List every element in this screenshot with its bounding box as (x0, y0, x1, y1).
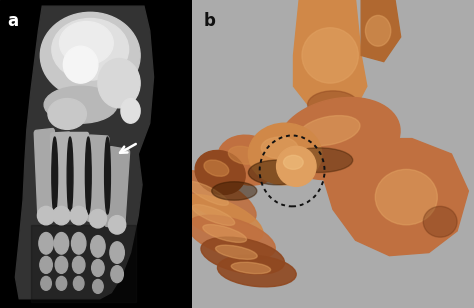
Ellipse shape (48, 99, 86, 129)
Ellipse shape (110, 242, 124, 263)
Ellipse shape (105, 137, 110, 214)
Ellipse shape (92, 280, 103, 293)
Ellipse shape (85, 137, 91, 214)
Polygon shape (293, 0, 367, 117)
Polygon shape (15, 6, 154, 299)
FancyBboxPatch shape (51, 132, 73, 219)
Ellipse shape (56, 277, 67, 290)
Ellipse shape (248, 160, 305, 185)
Ellipse shape (423, 206, 457, 237)
Ellipse shape (60, 22, 113, 65)
Ellipse shape (218, 135, 279, 185)
Ellipse shape (302, 28, 358, 83)
Ellipse shape (44, 86, 117, 123)
Ellipse shape (109, 216, 126, 234)
Ellipse shape (231, 262, 271, 274)
Ellipse shape (285, 148, 353, 172)
Ellipse shape (91, 236, 105, 257)
Ellipse shape (187, 181, 228, 205)
FancyBboxPatch shape (34, 128, 58, 217)
Polygon shape (322, 139, 468, 256)
Ellipse shape (177, 194, 263, 243)
Ellipse shape (52, 137, 58, 214)
Ellipse shape (40, 256, 52, 274)
Ellipse shape (218, 255, 296, 287)
Ellipse shape (212, 182, 257, 200)
Ellipse shape (53, 206, 70, 225)
FancyBboxPatch shape (69, 132, 89, 219)
Ellipse shape (203, 225, 246, 242)
Ellipse shape (39, 233, 53, 254)
Ellipse shape (67, 137, 73, 214)
FancyBboxPatch shape (87, 135, 109, 222)
Ellipse shape (277, 146, 316, 186)
Ellipse shape (173, 170, 256, 224)
Ellipse shape (261, 137, 298, 159)
Ellipse shape (248, 123, 322, 185)
Ellipse shape (188, 215, 275, 259)
Ellipse shape (73, 256, 85, 274)
Ellipse shape (41, 277, 51, 290)
Ellipse shape (192, 205, 235, 225)
Ellipse shape (308, 91, 358, 119)
Ellipse shape (277, 97, 400, 180)
Text: a: a (8, 12, 19, 30)
Ellipse shape (283, 155, 303, 169)
Ellipse shape (91, 259, 104, 277)
Ellipse shape (299, 116, 360, 146)
Ellipse shape (195, 150, 245, 195)
Ellipse shape (98, 59, 140, 108)
FancyBboxPatch shape (105, 147, 129, 229)
Ellipse shape (64, 46, 98, 83)
Ellipse shape (40, 12, 140, 99)
Ellipse shape (228, 146, 259, 164)
Bar (31, 225, 137, 302)
Ellipse shape (55, 256, 68, 274)
Ellipse shape (375, 169, 438, 225)
Ellipse shape (70, 206, 87, 225)
Ellipse shape (201, 237, 284, 274)
Ellipse shape (216, 245, 257, 259)
Ellipse shape (204, 160, 229, 176)
Polygon shape (361, 0, 401, 62)
Text: b: b (203, 12, 215, 30)
Ellipse shape (89, 209, 107, 228)
Ellipse shape (37, 206, 55, 225)
Ellipse shape (52, 18, 128, 80)
Ellipse shape (121, 99, 140, 123)
Ellipse shape (54, 233, 69, 254)
Ellipse shape (111, 265, 123, 283)
Ellipse shape (72, 233, 86, 254)
Ellipse shape (365, 15, 391, 46)
Ellipse shape (73, 277, 84, 290)
